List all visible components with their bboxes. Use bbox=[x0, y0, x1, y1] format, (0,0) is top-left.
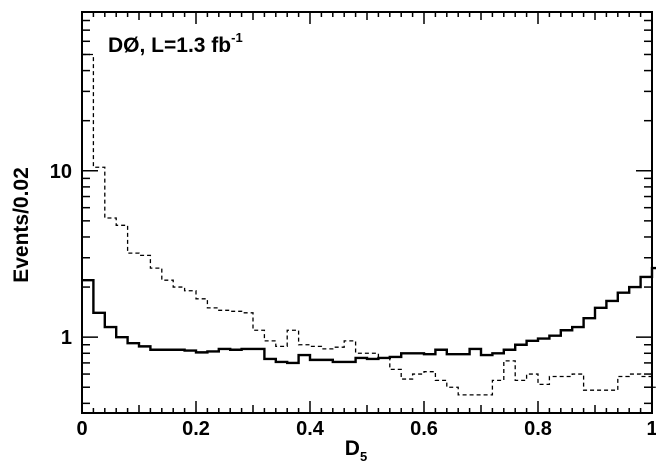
luminosity-annotation: DØ, L=1.3 fb-1 bbox=[108, 30, 243, 57]
y-tick-label: 1 bbox=[61, 327, 72, 349]
annotation-superscript: -1 bbox=[231, 30, 243, 45]
x-tick-label: 1 bbox=[646, 418, 656, 440]
x-tick-label: 0.6 bbox=[410, 418, 438, 440]
series-layer bbox=[82, 53, 656, 396]
series-solid-line bbox=[82, 266, 656, 365]
y-axis-title: Events/0.02 bbox=[10, 167, 33, 283]
ticks-layer bbox=[81, 11, 653, 413]
x-axis-title-base: D bbox=[345, 437, 360, 460]
y-tick-label: 10 bbox=[50, 161, 72, 183]
x-axis-title-subscript: 5 bbox=[360, 449, 367, 464]
x-tick-label: 0.4 bbox=[296, 418, 325, 440]
x-tick-label: 0.2 bbox=[182, 418, 210, 440]
x-axis-title: D5 bbox=[345, 437, 367, 464]
x-tick-label: 0 bbox=[76, 418, 87, 440]
labels-layer: 0 0.2 0.4 0.6 0.8 1 1 10 bbox=[50, 161, 656, 440]
annotation-main: DØ, L=1.3 fb bbox=[108, 34, 231, 57]
x-tick-label: 0.8 bbox=[524, 418, 552, 440]
series-dashed-line bbox=[82, 53, 656, 396]
